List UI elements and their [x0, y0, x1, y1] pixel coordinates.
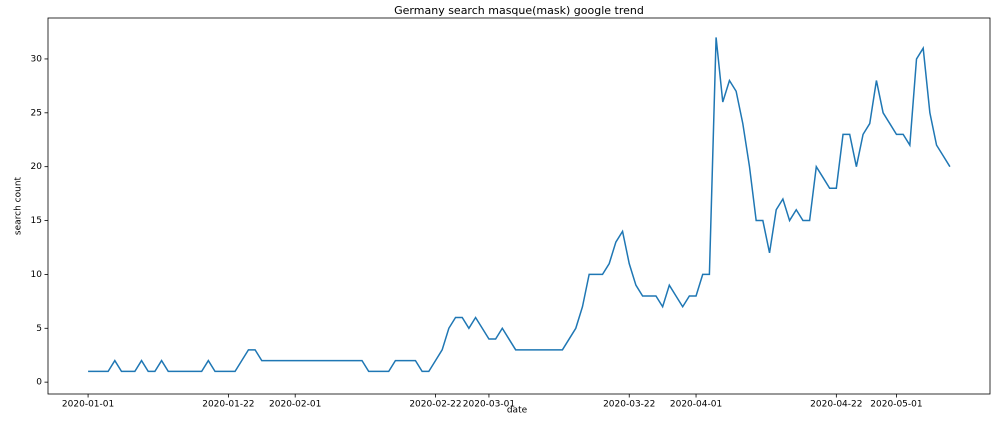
x-tick-label: 2020-04-01 — [670, 400, 722, 410]
y-tick-label: 30 — [31, 54, 43, 64]
y-tick-label: 20 — [31, 162, 43, 172]
x-axis-label: date — [507, 406, 528, 416]
x-tick-label: 2020-05-01 — [870, 400, 922, 410]
x-tick-label: 2020-03-22 — [603, 400, 655, 410]
y-tick-label: 5 — [36, 324, 42, 334]
y-axis-label: search count — [14, 176, 24, 235]
x-tick-label: 2020-01-22 — [202, 400, 254, 410]
chart-title: Germany search masque(mask) google trend — [394, 4, 644, 17]
x-tick-label: 2020-01-01 — [62, 400, 114, 410]
data-line — [88, 37, 951, 373]
x-tick-label: 2020-03-01 — [463, 400, 515, 410]
x-tick-label: 2020-02-22 — [409, 400, 461, 410]
x-tick-label: 2020-04-22 — [810, 400, 862, 410]
plot-frame — [47, 17, 991, 395]
y-tick-label: 25 — [31, 108, 42, 118]
y-tick-label: 0 — [36, 378, 42, 388]
y-tick-label: 15 — [31, 216, 42, 226]
x-tick-label: 2020-02-01 — [269, 400, 321, 410]
y-tick-label: 10 — [31, 270, 43, 280]
